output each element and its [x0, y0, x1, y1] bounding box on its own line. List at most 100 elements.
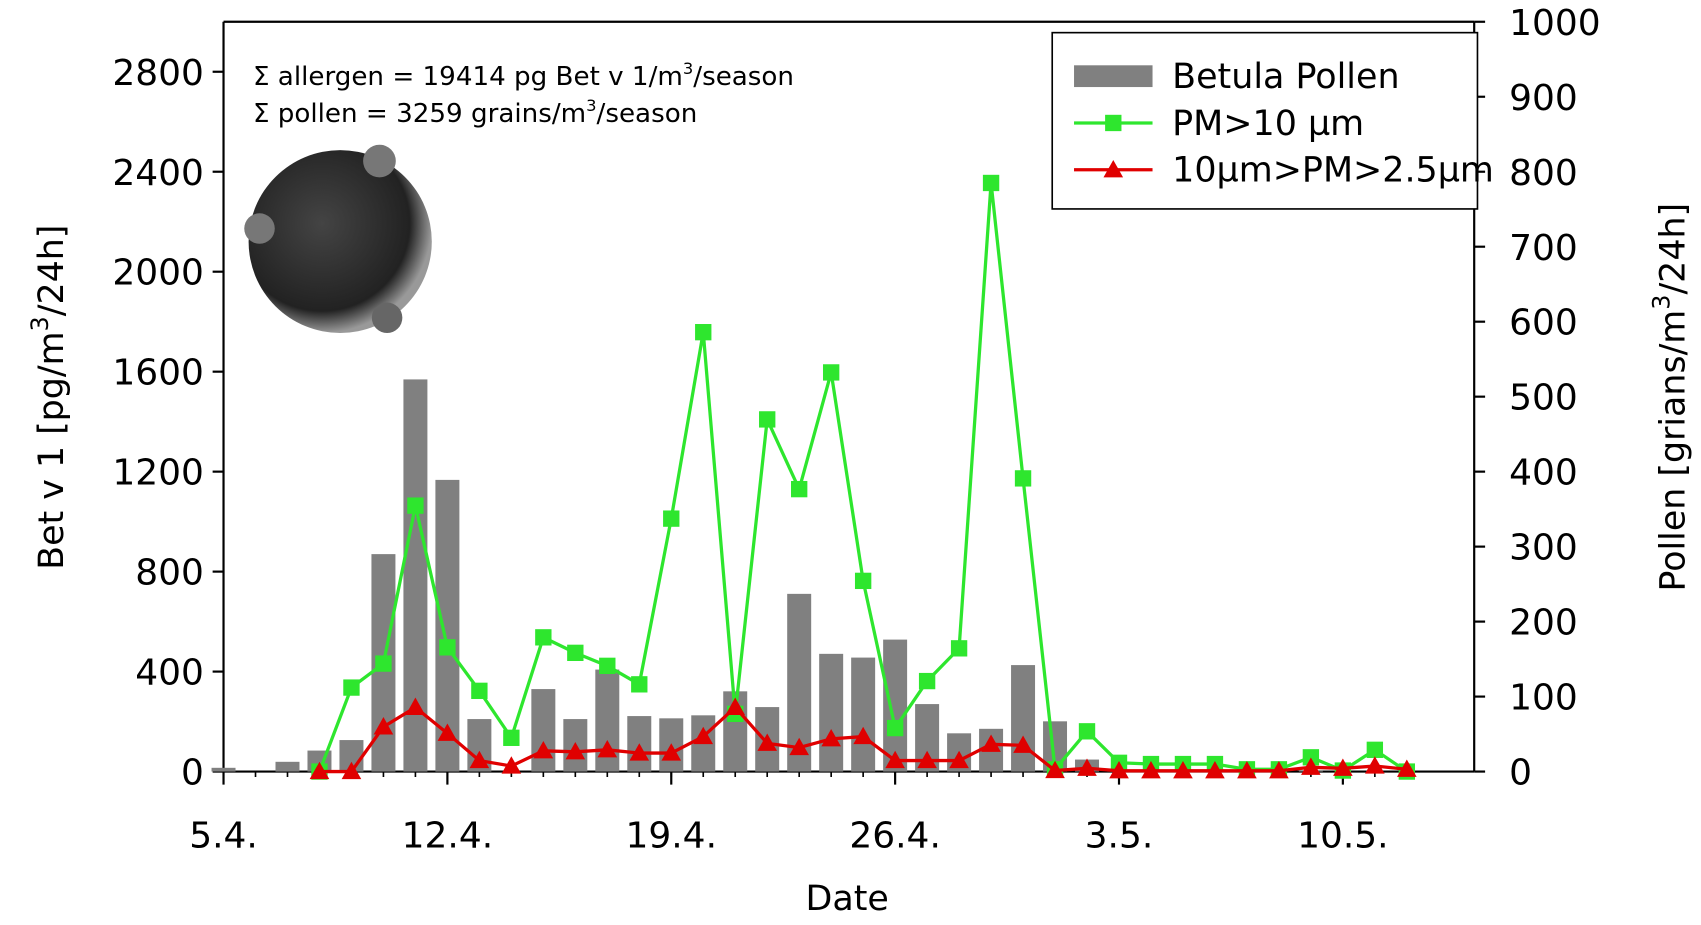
marker: [854, 572, 872, 590]
marker: [631, 676, 648, 693]
y-tick-label: 800: [135, 553, 204, 594]
marker: [1366, 741, 1384, 758]
marker: [1013, 735, 1033, 753]
x-tick-label: 5.4.: [189, 816, 258, 857]
marker: [693, 726, 714, 745]
y-axis-title-sup: 3: [26, 316, 54, 331]
marker: [407, 497, 424, 514]
bar: [1011, 665, 1036, 772]
y2-tick-label: 0: [1509, 753, 1532, 794]
annotation-text: Σ pollen = 3259 grains/m: [253, 99, 586, 129]
marker: [343, 679, 360, 696]
x-tick-label: 26.4.: [849, 816, 941, 857]
marker: [791, 480, 808, 498]
y-axis-title: Bet v 1 [pg/m3/24h]: [26, 225, 72, 570]
bar: [851, 657, 876, 772]
legend-swatch: [1074, 65, 1153, 88]
y2-tick-label: 400: [1509, 453, 1578, 494]
y-tick-label: 1600: [112, 353, 204, 394]
marker: [565, 742, 586, 760]
y-tick-label: 400: [135, 653, 204, 694]
y2-axis-title-text: Pollen [grians/m: [1654, 310, 1694, 592]
marker: [1269, 761, 1289, 779]
marker: [1365, 756, 1385, 774]
marker: [949, 750, 969, 769]
marker: [1014, 470, 1032, 487]
legend-label: 10µm>PM>2.5µm: [1172, 151, 1494, 191]
marker: [535, 629, 552, 646]
marker: [917, 750, 937, 769]
annotation-text: Σ allergen = 19414 pg Bet v 1/m: [253, 62, 683, 92]
marker: [757, 733, 778, 751]
x-tick-label: 10.5.: [1297, 816, 1389, 857]
marker: [375, 655, 392, 672]
bar: [467, 719, 492, 772]
y-tick-label: 2400: [112, 153, 204, 194]
pollen-image: [244, 144, 432, 333]
marker: [1105, 114, 1122, 132]
marker: [661, 743, 682, 761]
marker: [1397, 759, 1417, 777]
marker: [695, 324, 712, 341]
marker: [1109, 761, 1129, 779]
annotation-tail: /season: [597, 99, 698, 129]
marker: [439, 639, 456, 656]
annotation: Σ pollen = 3259 grains/m3/season: [253, 96, 697, 129]
bar: [1043, 721, 1068, 772]
x-tick-label: 12.4.: [402, 816, 494, 857]
bar: [403, 379, 428, 772]
annotation: Σ allergen = 19414 pg Bet v 1/m3/season: [253, 59, 794, 92]
marker: [629, 743, 650, 761]
y2-tick-label: 800: [1509, 153, 1578, 194]
marker: [1077, 758, 1097, 776]
legend-box: [1051, 31, 1479, 210]
marker: [821, 729, 841, 747]
marker: [789, 737, 809, 756]
bar: [883, 639, 908, 772]
legend-label: Betula Pollen: [1172, 57, 1399, 97]
marker: [567, 644, 584, 662]
marker: [1333, 758, 1353, 776]
bar: [915, 704, 940, 772]
marker: [853, 726, 873, 745]
marker: [886, 719, 904, 737]
y-tick-label: 1200: [112, 453, 204, 494]
y-axis-title-text: Bet v 1 [pg/m: [32, 332, 72, 570]
marker: [341, 761, 362, 780]
y2-tick-label: 900: [1509, 78, 1578, 119]
annotation-tail: /season: [693, 62, 794, 92]
marker: [1237, 761, 1257, 779]
bar: [275, 761, 300, 772]
marker: [725, 697, 746, 715]
bar: [531, 689, 556, 772]
marker: [469, 750, 490, 769]
x-axis-title: Date: [806, 879, 889, 919]
bar: [787, 593, 812, 772]
y-tick-label: 2800: [112, 53, 204, 94]
marker: [501, 756, 522, 774]
marker: [885, 750, 905, 769]
y2-tick-label: 300: [1509, 528, 1578, 569]
bar: [211, 767, 236, 772]
y-tick-label: 0: [181, 753, 204, 794]
marker: [309, 761, 330, 780]
y2-tick-label: 500: [1509, 378, 1578, 419]
bar: [435, 479, 460, 772]
annotation-sup: 3: [586, 96, 596, 115]
legend-label: PM>10 µm: [1172, 104, 1364, 144]
x-tick-label: 19.4.: [625, 816, 717, 857]
marker: [471, 682, 488, 699]
marker: [759, 411, 776, 428]
y-tick-label: 2000: [112, 253, 204, 294]
y2-axis-title-tail: /24h]: [1654, 203, 1694, 295]
annotation-sup: 3: [683, 59, 693, 78]
marker: [437, 723, 458, 741]
marker: [1205, 761, 1225, 779]
y2-tick-label: 1000: [1509, 3, 1601, 44]
marker: [981, 734, 1001, 752]
y2-tick-label: 700: [1509, 228, 1578, 269]
marker: [597, 740, 618, 758]
marker: [1302, 749, 1320, 766]
y2-axis-title-sup: 3: [1647, 295, 1675, 310]
